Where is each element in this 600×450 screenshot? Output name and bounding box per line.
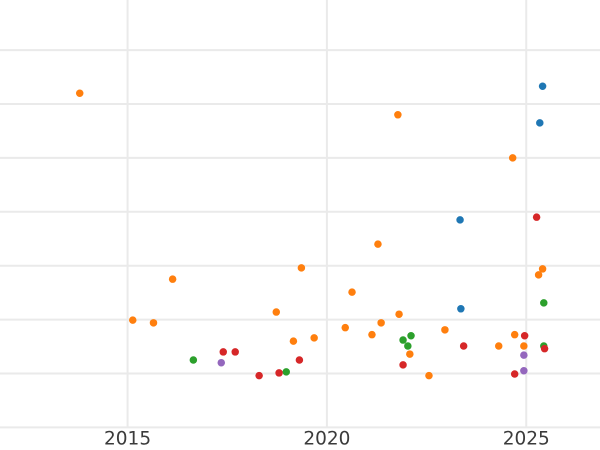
- data-point-green: [399, 336, 407, 344]
- data-point-orange: [129, 316, 137, 324]
- data-point-orange: [425, 371, 433, 380]
- data-point-orange: [368, 330, 376, 339]
- data-point-orange: [341, 323, 349, 332]
- data-point-orange: [494, 342, 503, 350]
- data-point-green: [282, 368, 290, 376]
- data-point-orange: [310, 334, 318, 342]
- data-point-orange: [149, 319, 158, 327]
- data-point-red: [275, 369, 283, 377]
- data-point-orange: [534, 271, 543, 279]
- data-point-red: [510, 370, 519, 378]
- data-point-orange: [374, 240, 382, 248]
- data-point-orange: [395, 310, 403, 318]
- data-point-green: [189, 356, 198, 364]
- data-point-orange: [377, 319, 385, 327]
- data-point-orange: [520, 342, 528, 350]
- data-point-blue: [456, 216, 464, 224]
- data-point-red: [295, 356, 304, 364]
- data-point-red: [540, 344, 549, 353]
- data-point-orange: [441, 326, 449, 334]
- data-point-purple: [217, 358, 226, 367]
- x-tick-label: 2025: [503, 428, 550, 449]
- data-point-red: [399, 361, 407, 369]
- data-point-orange: [297, 264, 306, 272]
- data-point-orange: [272, 308, 281, 316]
- x-tick-label: 2015: [104, 428, 151, 449]
- data-point-orange: [510, 330, 519, 339]
- x-tick-label: 2020: [303, 428, 350, 449]
- data-point-green: [404, 342, 412, 350]
- data-point-purple: [520, 351, 528, 359]
- data-point-orange: [538, 265, 547, 273]
- data-point-red: [231, 348, 239, 356]
- data-point-orange: [75, 89, 84, 97]
- data-point-orange: [394, 111, 402, 119]
- data-point-orange: [348, 288, 356, 296]
- data-point-orange: [289, 337, 298, 345]
- data-point-purple: [520, 367, 528, 375]
- data-point-orange: [508, 154, 517, 162]
- data-point-red: [532, 213, 541, 221]
- data-point-blue: [457, 305, 465, 313]
- data-point-blue: [536, 119, 544, 127]
- data-point-green: [540, 299, 548, 307]
- data-point-blue: [538, 82, 547, 90]
- data-point-orange: [168, 275, 177, 283]
- data-point-red: [459, 342, 468, 350]
- data-point-green: [407, 331, 415, 340]
- data-point-red: [520, 331, 529, 340]
- data-point-red: [219, 348, 228, 356]
- data-point-orange: [406, 350, 414, 358]
- data-point-red: [255, 371, 263, 380]
